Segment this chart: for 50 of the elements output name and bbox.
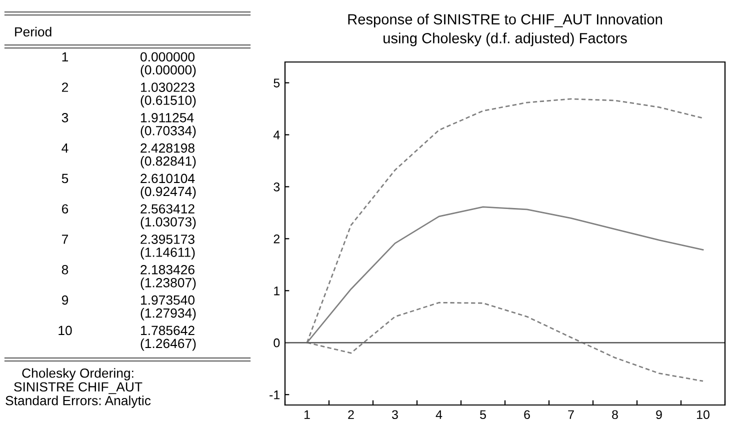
text: Period — [15, 26, 52, 37]
category-label: 3 — [62, 113, 68, 122]
x-tick-label: 9 — [656, 410, 662, 420]
x-tick-label: 7 — [568, 410, 574, 419]
text: (0.92474) — [140, 186, 196, 199]
text: 0.000000 — [140, 52, 195, 62]
text: 2.395173 — [140, 234, 194, 244]
x-tick-label: 4 — [436, 410, 442, 419]
category-label: 4 — [62, 144, 68, 153]
y-tick-label: 2 — [274, 234, 280, 244]
text: (1.26467) — [140, 338, 196, 351]
category-label: 8 — [62, 265, 68, 274]
x-tick-label: 8 — [612, 410, 618, 420]
text: 1.030223 — [141, 82, 194, 92]
text: 2.610104 — [140, 174, 195, 184]
x-tick-label: 6 — [524, 410, 530, 420]
text: 2.563412 — [140, 204, 194, 214]
text: 1.911254 — [141, 113, 194, 122]
y-tick-label: 4 — [273, 130, 280, 140]
x-tick-label: 1 — [304, 410, 310, 419]
x-tick-label: 3 — [392, 410, 398, 420]
text: (1.27934) — [140, 308, 196, 320]
chart-title: Response of SINISTRE to CHIF_AUT Innovation using Cholesky (d.f. adjusted) Factors — [348, 14, 662, 46]
x-tick-label: 2 — [348, 410, 354, 419]
text: (1.23807) — [140, 278, 196, 290]
category-label: 2 — [62, 82, 68, 92]
y-tick-label: -1 — [270, 390, 280, 400]
y-tick-label: 1 — [274, 286, 280, 296]
category-label: 5 — [62, 174, 68, 184]
text: (0.61510) — [140, 95, 196, 108]
text: (1.03073) — [140, 216, 196, 230]
text: 1.973540 — [141, 295, 195, 305]
y-tick-label: 3 — [274, 182, 280, 192]
category-label: 9 — [62, 295, 68, 305]
text: 2.428198 — [140, 143, 194, 153]
text: (0.00000) — [140, 64, 196, 78]
text: (0.82841) — [140, 156, 196, 168]
text: (1.14611) — [140, 247, 195, 260]
category-label: 7 — [62, 234, 68, 244]
x-tick-label: 10 — [697, 410, 710, 420]
x-tick-label: 5 — [480, 410, 486, 420]
text: (0.70334) — [140, 126, 196, 138]
category-label: 1 — [62, 52, 68, 62]
y-tick-label: 0 — [274, 338, 280, 348]
category-label: 6 — [62, 204, 68, 214]
text: 2.183426 — [140, 265, 194, 274]
text: Cholesky Ordering: SINISTRE CHIF_AUT Standard Errors: Analytic — [6, 368, 151, 408]
category-label: 10 — [58, 326, 72, 336]
y-tick-label: 5 — [274, 78, 280, 88]
text: 1.785642 — [141, 326, 194, 336]
